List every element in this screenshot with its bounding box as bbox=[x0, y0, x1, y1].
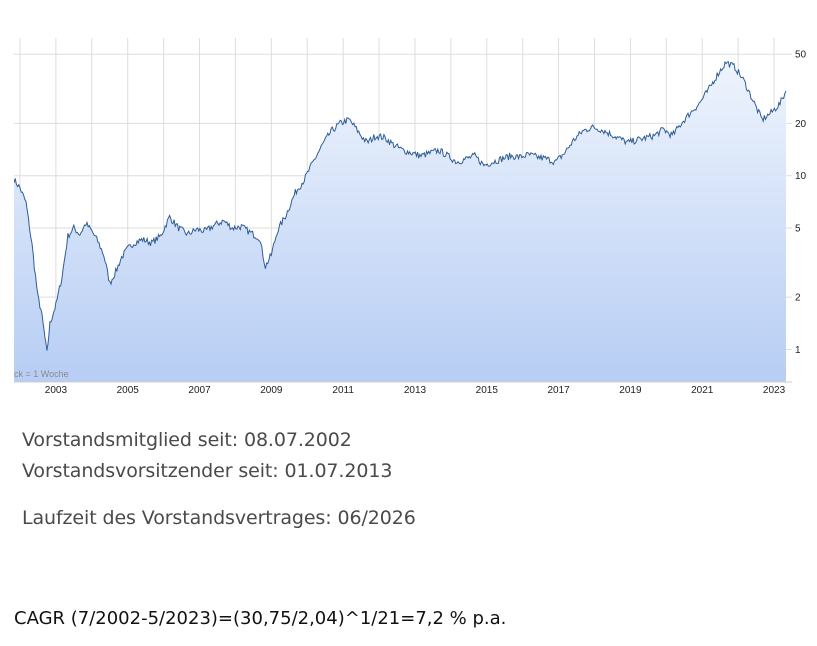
clipped-text-line: · · · · · · · · · · · · · · · · · · · bbox=[22, 537, 482, 545]
board-member-since: Vorstandsmitglied seit: 08.07.2002 bbox=[22, 429, 352, 451]
y-tick-label: 2 bbox=[795, 293, 801, 304]
y-tick-label: 1 bbox=[795, 345, 801, 356]
x-tick-label: 2005 bbox=[117, 385, 140, 396]
clipped-text-fragment: · · · · · · · · · · · · · · · · · · · bbox=[22, 537, 333, 543]
y-tick-label: 50 bbox=[795, 50, 807, 61]
x-tick-label: 2015 bbox=[476, 385, 499, 396]
x-tick-label: 2003 bbox=[45, 385, 68, 396]
x-tick-label: 2021 bbox=[691, 385, 714, 396]
y-tick-label: 5 bbox=[795, 224, 801, 235]
x-tick-label: 2017 bbox=[547, 385, 570, 396]
contract-term: Laufzeit des Vorstandsvertrages: 06/2026 bbox=[22, 507, 416, 529]
x-tick-label: 2007 bbox=[188, 385, 211, 396]
y-axis-ticks: 1 2 5 10 20 50 bbox=[795, 50, 807, 356]
interval-note: ck = 1 Woche bbox=[14, 369, 69, 379]
x-axis-ticks: 2003 2005 2007 2009 2011 2013 2015 2017 2019 2021… bbox=[45, 385, 786, 396]
price-line bbox=[14, 60, 787, 351]
x-tick-label: 2019 bbox=[619, 385, 642, 396]
ceo-since: Vorstandsvorsitzender seit: 01.07.2013 bbox=[22, 460, 393, 482]
x-tick-label: 2009 bbox=[260, 385, 283, 396]
y-tick-label: 10 bbox=[795, 171, 807, 182]
price-area bbox=[14, 61, 786, 382]
x-tick-label: 2023 bbox=[763, 385, 786, 396]
y-tick-label: 20 bbox=[795, 119, 807, 130]
cagr-formula: CAGR (7/2002-5/2023)=(30,75/2,04)^1/21=7… bbox=[14, 608, 507, 629]
x-tick-label: 2013 bbox=[404, 385, 427, 396]
x-tick-label: 2011 bbox=[332, 385, 354, 396]
